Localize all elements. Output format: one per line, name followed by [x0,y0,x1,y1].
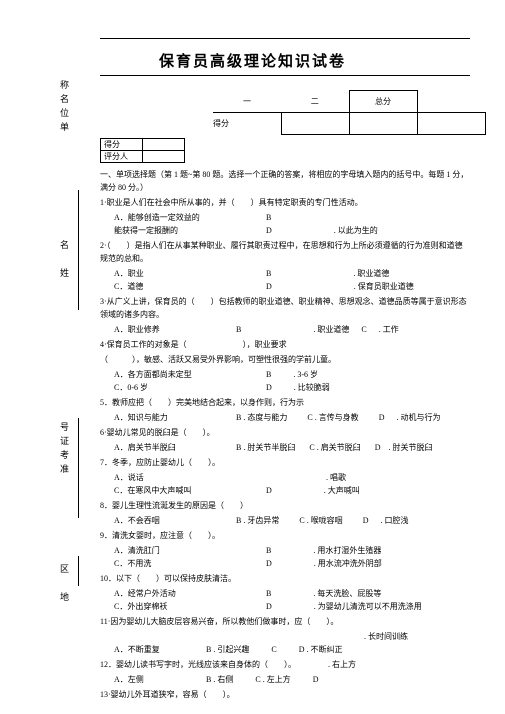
q6-opts: A．肩关节半脱臼 B . 肘关节半脱臼 C . 肩关节脱臼 D . 肘关节脱臼 [100,441,470,454]
title-underline [100,75,470,76]
score-cell-total [417,113,485,135]
q4: 4·保育员工作的对象是（ ），职业要求 [100,338,470,351]
top-rule [100,38,470,39]
score-label: 得分 [213,113,281,135]
q7: 7．冬季，应防止婴幼儿（ ）。 [100,456,470,469]
side-label-2: 名 姓 [60,238,72,280]
q5-opts: A．知识与能力 B . 态度与能力 C . 言传与身教 D . 动机与行为 [100,411,470,424]
q12: 12．婴幼儿读书写字时，光线应该来自身体的（ ）。 . 右上方 [100,658,470,671]
q1-opts: A．能够创造一定效益的 B 能获得一定报酬的 D . 以此为生的 [100,211,470,237]
q9-opts: A．清洗肛门 B . 用水打湿外生殖器 C．不用洗 D . 用水流冲洗外阴部 [100,544,470,570]
score-cell-2 [349,113,417,135]
mini-r1: 得分 [101,139,143,151]
q11-opts: . 长时间训练 A．不断重复 B . 引起兴趣 C D . 不断纠正 [100,630,470,656]
q3: 3·从广义上讲，保育员的（ ）包括教师的职业道德、职业精神、思想观念、道德品质等… [100,295,470,321]
q10-opts: A．经常户外活动 B . 每天洗脸、屁股等 C．外出穿棉袄 D . 为婴幼儿清洗… [100,587,470,613]
q11: 11·因为婴幼儿大脑皮层容易兴奋，所以教他们做事时，应（ ）。 [100,615,470,628]
score-col-1: 一 [213,91,281,113]
q13: 13·婴幼儿外耳道狭窄，容易（ ）。 [100,688,470,701]
q5: 5．教师应把（ ）完美地结合起来，以身作则，行为示 [100,396,470,409]
q4-opts: A．各方面都尚未定型 B . 3-6 岁 C．0-6 岁 D . 比较脆弱 [100,368,470,394]
q1: 1·职业是人们在社会中所从事的，并（ ）具有特定职责的专门性活动。 [100,196,470,209]
intro: 一、单项选择题（第 1 题~第 80 题。选择一个正确的答案，将相应的字母填入题… [100,168,470,194]
side-label-3: 号 证 考 准 [60,420,72,476]
doc-title: 保育员高级理论知识试卷 [0,50,505,71]
q2-opts: A．职业 B . 职业道德 C．道德 D . 保育员职业道德 [100,267,470,293]
side-rule-1 [78,190,79,310]
q2: 2·（ ）是指人们在从事某种职业、履行其职责过程中，在思想和行为上所必须遵循的行… [100,239,470,265]
q12-opts: A．左侧 B . 右侧 C . 左上方 D [100,673,470,686]
score-col-2: 二 [281,91,349,113]
content-area: 一、单项选择题（第 1 题~第 80 题。选择一个正确的答案，将相应的字母填入题… [100,168,470,703]
side-rule-3 [78,556,79,586]
side-label-4: 区 地 [60,562,72,604]
score-col-total: 总分 [349,91,417,113]
q4b: （ ），敏感、活跃又易受外界影响，可塑性很强的学前儿童。 [100,353,470,366]
q6: 6·婴幼儿常见的脱臼是（ ）。 [100,426,470,439]
q3-opts: A．职业修养 B . 职业道德 C . 工作 [100,323,470,336]
mini-r2: 评分人 [101,151,143,163]
score-cell-1 [281,113,349,135]
q9: 9．清洗女婴时，应注意（ ）。 [100,529,470,542]
q10: 10．以下（ ）可以保持皮肤清洁。 [100,572,470,585]
score-table: 一 二 总分 得分 [165,90,486,135]
side-label-1: 称 名 位 单 [60,78,72,134]
q8-opts: A．不会吞咽 B . 牙齿异常 C . 喉咙容咽 D . 口腔浅 [100,514,470,527]
grader-table: 得分 评分人 [100,138,185,163]
q7-opts: A．说话 . 唱歌 C．在寒风中大声喊叫 D . 大声喊叫 [100,471,470,497]
q8: 8．婴儿生理性流涎发生的原因是（ ） [100,499,470,512]
side-rule-2 [78,418,79,518]
